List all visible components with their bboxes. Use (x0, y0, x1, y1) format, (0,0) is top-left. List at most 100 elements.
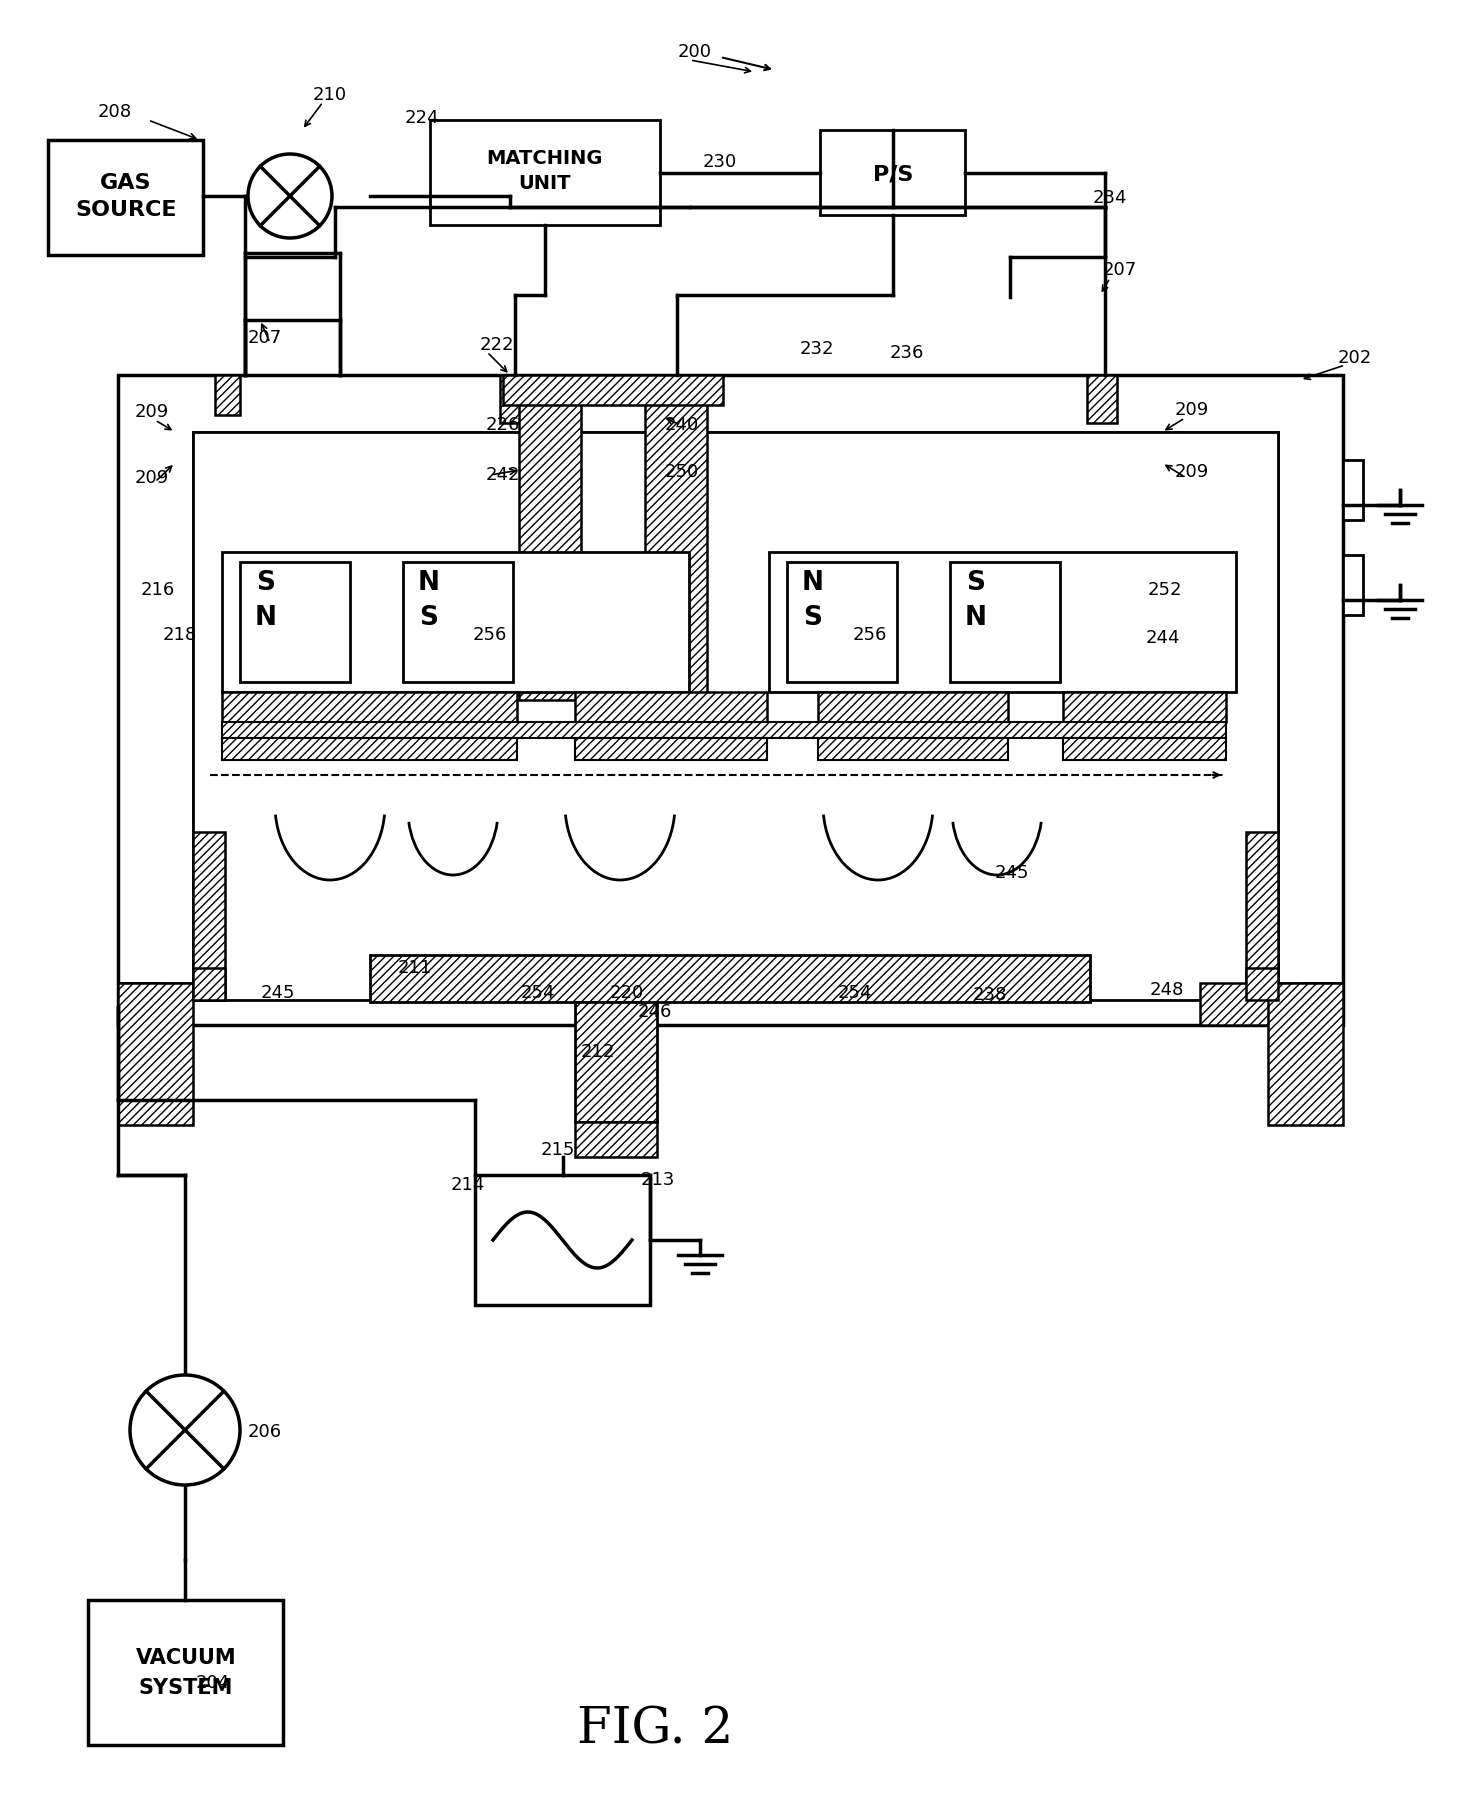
Bar (1300, 416, 1343, 983)
Bar (222, 692, 516, 721)
Text: 244: 244 (1146, 629, 1180, 647)
Bar (1246, 968, 1278, 999)
Text: S: S (256, 571, 275, 596)
Text: 256: 256 (472, 627, 507, 643)
Bar (215, 374, 240, 414)
Bar (118, 374, 1343, 416)
Bar (118, 374, 1343, 1025)
Text: 246: 246 (638, 1003, 672, 1021)
Text: S: S (803, 605, 822, 630)
Text: 207: 207 (249, 329, 282, 347)
Text: 209: 209 (135, 469, 169, 487)
Bar (1087, 374, 1116, 423)
Bar (519, 374, 581, 700)
Text: 256: 256 (853, 627, 887, 643)
Text: 224: 224 (405, 109, 440, 127)
Text: N: N (418, 571, 440, 596)
Bar (1064, 692, 1225, 721)
Text: 210: 210 (313, 85, 347, 104)
Text: 204: 204 (196, 1673, 229, 1692)
Text: 240: 240 (665, 416, 699, 434)
Bar (118, 983, 193, 1125)
Bar (118, 983, 160, 1025)
Text: VACUUM: VACUUM (135, 1648, 237, 1668)
Text: 218: 218 (163, 627, 197, 643)
Bar (240, 561, 350, 681)
Bar (1300, 983, 1343, 1025)
Bar (193, 432, 1278, 999)
Text: 213: 213 (641, 1170, 675, 1188)
Bar (575, 692, 766, 721)
Text: 212: 212 (581, 1043, 615, 1061)
Bar (575, 1123, 658, 1157)
Bar (662, 374, 691, 423)
Text: S: S (419, 605, 438, 630)
Bar (1200, 983, 1343, 1025)
Text: 250: 250 (665, 463, 699, 482)
Bar (575, 738, 766, 760)
Text: 254: 254 (521, 985, 555, 1001)
Text: 206: 206 (249, 1423, 282, 1441)
Text: N: N (965, 605, 987, 630)
Text: 215: 215 (541, 1141, 575, 1159)
Circle shape (249, 154, 332, 238)
Bar (1343, 460, 1364, 520)
Text: 234: 234 (1093, 189, 1127, 207)
Text: 238: 238 (972, 987, 1008, 1005)
Bar (403, 561, 513, 681)
Text: 245: 245 (994, 865, 1030, 881)
Text: 209: 209 (1175, 402, 1209, 420)
Bar (575, 1001, 658, 1123)
Bar (88, 1601, 282, 1744)
Text: 208: 208 (99, 104, 132, 122)
Bar (1268, 983, 1343, 1125)
Text: N: N (254, 605, 277, 630)
Text: 207: 207 (1103, 262, 1137, 280)
Text: 252: 252 (1147, 581, 1183, 600)
Bar (818, 692, 1008, 721)
Bar (1246, 832, 1278, 999)
Text: 242: 242 (485, 465, 521, 483)
Bar (950, 561, 1061, 681)
Bar (503, 374, 724, 405)
Bar (193, 968, 225, 999)
Bar (222, 738, 516, 760)
Bar (193, 463, 225, 999)
Bar (118, 983, 1343, 1025)
Text: 232: 232 (800, 340, 834, 358)
Text: FIG. 2: FIG. 2 (577, 1706, 733, 1755)
Bar (819, 131, 965, 214)
Text: SOURCE: SOURCE (75, 200, 177, 220)
Text: MATCHING: MATCHING (487, 149, 603, 167)
Text: GAS: GAS (100, 173, 152, 193)
Bar (644, 374, 708, 700)
Bar (787, 561, 897, 681)
Text: 211: 211 (397, 959, 432, 978)
Bar (475, 1176, 650, 1305)
Text: 236: 236 (890, 343, 924, 362)
Bar (818, 738, 1008, 760)
Bar (500, 374, 530, 423)
Bar (769, 552, 1236, 692)
Text: 248: 248 (1150, 981, 1184, 999)
Bar (1343, 554, 1364, 614)
Bar (1064, 738, 1225, 760)
Bar (222, 721, 1225, 738)
Text: 216: 216 (141, 581, 175, 600)
Text: 202: 202 (1339, 349, 1372, 367)
Text: 226: 226 (485, 416, 521, 434)
Bar (193, 432, 1278, 463)
Text: N: N (802, 571, 824, 596)
Bar (118, 983, 190, 1025)
Bar (371, 956, 1090, 1001)
Text: 245: 245 (260, 985, 296, 1001)
Bar (222, 552, 688, 692)
Text: 209: 209 (135, 403, 169, 422)
Bar (118, 416, 160, 983)
Text: 200: 200 (678, 44, 712, 62)
Text: SYSTEM: SYSTEM (138, 1679, 234, 1699)
Circle shape (129, 1375, 240, 1484)
Bar (1246, 463, 1278, 999)
Bar (430, 120, 660, 225)
Bar (49, 140, 203, 254)
